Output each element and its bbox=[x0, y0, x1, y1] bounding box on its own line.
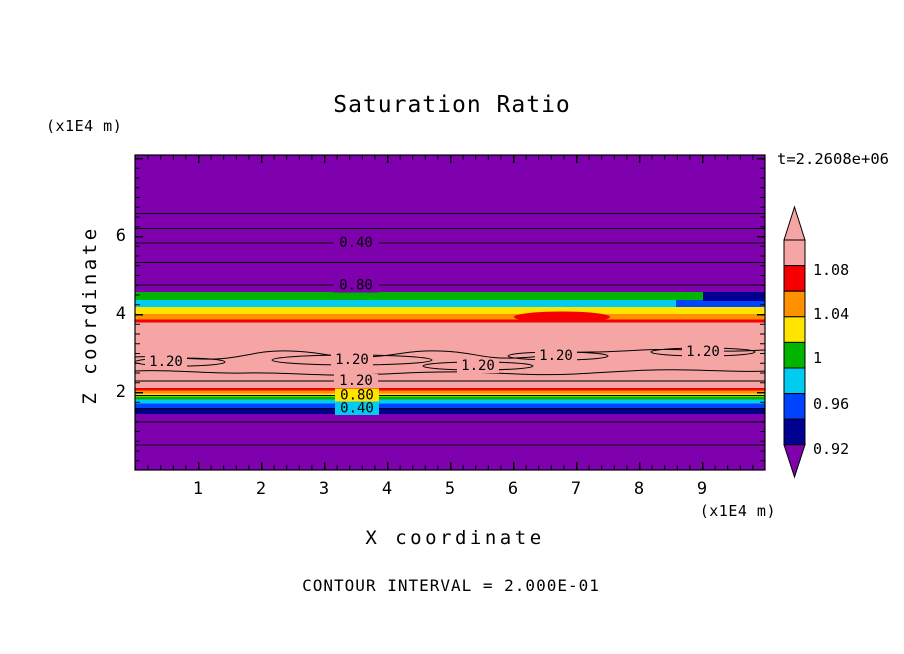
band-blue-lower bbox=[135, 403, 765, 408]
contour-label: 1.20 bbox=[339, 373, 373, 389]
label-bg bbox=[682, 345, 724, 359]
label-bg bbox=[335, 402, 379, 415]
contour-label: 0.40 bbox=[339, 235, 373, 251]
x-tick-label: 5 bbox=[445, 479, 455, 499]
band-orange-upper bbox=[135, 314, 765, 320]
colorbar-segment-cyan bbox=[783, 367, 806, 395]
colorbar-tick-label: 1.04 bbox=[813, 305, 849, 323]
label-bg bbox=[457, 359, 499, 373]
contour-label: 0.80 bbox=[340, 388, 374, 404]
x-tick-label: 9 bbox=[697, 479, 707, 499]
band-red-upper bbox=[135, 319, 765, 323]
band-red-lower bbox=[135, 388, 765, 391]
contour-label-backgrounds bbox=[145, 235, 724, 415]
colorbar-segment-orange bbox=[783, 290, 806, 318]
colorbar bbox=[783, 205, 806, 479]
x-tick-label: 1 bbox=[193, 479, 203, 499]
colorbar-tick-label: 0.96 bbox=[813, 395, 849, 413]
plot-border bbox=[134, 154, 766, 471]
figure-text: Saturation Ratio t=2.2608e+06 (x1E4 m) Z… bbox=[46, 92, 889, 595]
plot-area: 0.40 0.80 1.20 1.20 1.20 1.20 1.20 1.20 … bbox=[134, 155, 766, 470]
band-blue-right bbox=[676, 300, 765, 307]
colorbar-labels: 1.08 1.04 1 0.96 0.92 bbox=[813, 261, 849, 458]
contour-label: 1.20 bbox=[686, 344, 720, 360]
colorbar-segment-blue bbox=[783, 393, 806, 420]
band-navy-lower bbox=[135, 408, 765, 414]
colorbar-top-arrow bbox=[783, 205, 806, 241]
band-cyan-upper bbox=[135, 300, 765, 307]
contour-interval-note: CONTOUR INTERVAL = 2.000E-01 bbox=[302, 576, 600, 595]
contour-label: 0.40 bbox=[340, 401, 374, 417]
saturation-bands bbox=[135, 292, 765, 414]
band-green-lower bbox=[135, 396, 765, 400]
z-tick-label: 2 bbox=[116, 382, 126, 402]
contour-label: 0.80 bbox=[339, 278, 373, 294]
red-lens-blob bbox=[514, 311, 610, 323]
band-yellow-upper bbox=[135, 307, 765, 314]
label-bg bbox=[334, 374, 378, 388]
colorbar-segment-red bbox=[783, 265, 806, 292]
colorbar-segment-pink bbox=[783, 239, 806, 267]
band-green-upper bbox=[135, 292, 765, 300]
colorbar-tick-label: 1 bbox=[813, 349, 822, 367]
contour-value-labels: 0.40 0.80 1.20 1.20 1.20 1.20 1.20 1.20 … bbox=[149, 235, 720, 417]
colorbar-bottom-arrow bbox=[783, 444, 806, 479]
x-tick-label: 3 bbox=[319, 479, 329, 499]
z-axis-unit-label: (x1E4 m) bbox=[46, 117, 122, 135]
axis-ticks bbox=[135, 155, 765, 470]
label-bg bbox=[331, 353, 373, 367]
z-axis-title: Z coordinate bbox=[79, 225, 101, 404]
label-bg bbox=[145, 355, 187, 369]
band-cyan-lower bbox=[135, 399, 765, 404]
colorbar-segment-yellow bbox=[783, 316, 806, 343]
x-tick-label: 6 bbox=[508, 479, 518, 499]
x-axis-title: X coordinate bbox=[365, 527, 544, 549]
time-annotation: t=2.2608e+06 bbox=[777, 150, 889, 168]
band-orange-lower bbox=[135, 390, 765, 394]
colorbar-segment-green bbox=[783, 341, 806, 369]
label-bg bbox=[335, 388, 379, 402]
band-navy-right bbox=[703, 292, 765, 301]
x-tick-label: 4 bbox=[382, 479, 392, 499]
x-tick-label: 8 bbox=[634, 479, 644, 499]
x-tick-label: 2 bbox=[256, 479, 266, 499]
x-axis-unit-label: (x1E4 m) bbox=[700, 502, 776, 520]
band-pink-core bbox=[135, 322, 765, 388]
label-bg bbox=[333, 277, 379, 293]
contour-label: 1.20 bbox=[149, 354, 183, 370]
label-bg bbox=[535, 349, 577, 363]
colorbar-segment-navy bbox=[783, 418, 806, 446]
figure-title: Saturation Ratio bbox=[333, 92, 571, 118]
label-bg bbox=[333, 235, 379, 250]
x-tick-label: 7 bbox=[571, 479, 581, 499]
z-tick-label: 6 bbox=[116, 226, 126, 246]
contour-label: 1.20 bbox=[461, 358, 495, 374]
contour-label: 1.20 bbox=[335, 352, 369, 368]
colorbar-tick-label: 0.92 bbox=[813, 440, 849, 458]
contour-label: 1.20 bbox=[539, 348, 573, 364]
z-tick-label: 4 bbox=[116, 304, 126, 324]
colorbar-tick-label: 1.08 bbox=[813, 261, 849, 279]
